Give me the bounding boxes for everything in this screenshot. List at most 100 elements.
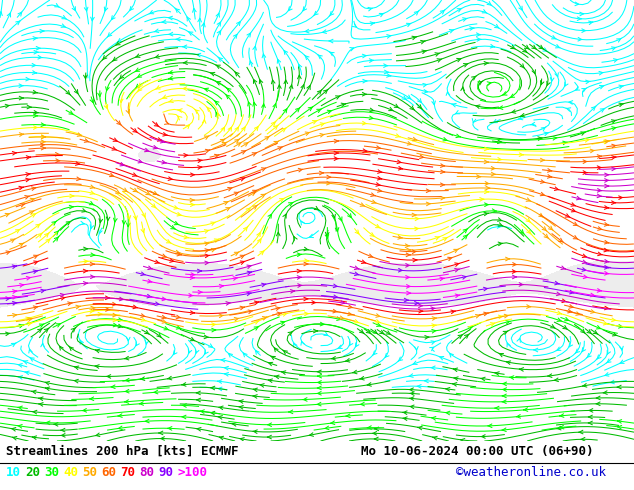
FancyArrowPatch shape (557, 318, 562, 321)
Text: 80: 80 (139, 466, 155, 479)
FancyArrowPatch shape (539, 45, 544, 49)
FancyArrowPatch shape (15, 229, 20, 233)
FancyArrowPatch shape (406, 95, 411, 99)
FancyArrowPatch shape (37, 328, 42, 333)
FancyArrowPatch shape (431, 341, 436, 344)
FancyArrowPatch shape (32, 436, 37, 440)
FancyArrowPatch shape (498, 223, 503, 226)
FancyArrowPatch shape (547, 81, 550, 85)
FancyArrowPatch shape (329, 52, 334, 56)
FancyArrowPatch shape (550, 324, 555, 328)
FancyArrowPatch shape (403, 417, 407, 420)
FancyArrowPatch shape (248, 310, 252, 314)
FancyArrowPatch shape (527, 230, 531, 234)
FancyArrowPatch shape (214, 239, 219, 243)
FancyArrowPatch shape (402, 96, 407, 100)
FancyArrowPatch shape (446, 92, 450, 96)
FancyArrowPatch shape (463, 228, 468, 233)
FancyArrowPatch shape (420, 155, 424, 159)
FancyArrowPatch shape (544, 132, 548, 136)
FancyArrowPatch shape (198, 291, 202, 294)
FancyArrowPatch shape (99, 230, 102, 234)
FancyArrowPatch shape (298, 284, 302, 287)
FancyArrowPatch shape (135, 68, 139, 72)
FancyArrowPatch shape (346, 359, 350, 362)
FancyArrowPatch shape (169, 71, 173, 74)
FancyArrowPatch shape (378, 170, 382, 173)
FancyArrowPatch shape (205, 149, 210, 153)
FancyArrowPatch shape (604, 321, 608, 325)
FancyArrowPatch shape (309, 234, 314, 238)
FancyArrowPatch shape (41, 140, 45, 144)
FancyArrowPatch shape (83, 269, 87, 273)
FancyArrowPatch shape (13, 314, 17, 317)
FancyArrowPatch shape (451, 310, 455, 314)
FancyArrowPatch shape (555, 281, 559, 285)
FancyArrowPatch shape (324, 332, 328, 336)
FancyArrowPatch shape (190, 311, 195, 315)
FancyArrowPatch shape (283, 214, 286, 218)
FancyArrowPatch shape (577, 17, 581, 21)
FancyArrowPatch shape (511, 110, 516, 113)
FancyArrowPatch shape (75, 162, 80, 165)
FancyArrowPatch shape (23, 361, 28, 364)
FancyArrowPatch shape (247, 265, 252, 269)
FancyArrowPatch shape (318, 374, 321, 378)
FancyArrowPatch shape (91, 275, 94, 279)
FancyArrowPatch shape (32, 63, 36, 67)
FancyArrowPatch shape (333, 295, 338, 298)
FancyArrowPatch shape (451, 103, 456, 107)
FancyArrowPatch shape (133, 173, 137, 176)
FancyArrowPatch shape (569, 343, 573, 347)
FancyArrowPatch shape (593, 330, 598, 334)
FancyArrowPatch shape (612, 333, 617, 336)
FancyArrowPatch shape (441, 170, 445, 173)
FancyArrowPatch shape (148, 266, 152, 270)
FancyArrowPatch shape (490, 45, 495, 48)
FancyArrowPatch shape (510, 45, 515, 49)
FancyArrowPatch shape (232, 422, 236, 426)
FancyArrowPatch shape (84, 282, 87, 285)
FancyArrowPatch shape (398, 236, 402, 239)
FancyArrowPatch shape (576, 87, 579, 90)
FancyArrowPatch shape (209, 344, 212, 347)
FancyArrowPatch shape (512, 270, 517, 273)
FancyArrowPatch shape (472, 119, 476, 122)
FancyArrowPatch shape (34, 261, 38, 265)
FancyArrowPatch shape (27, 322, 32, 326)
FancyArrowPatch shape (137, 74, 141, 78)
FancyArrowPatch shape (77, 133, 82, 136)
FancyArrowPatch shape (559, 238, 564, 242)
FancyArrowPatch shape (133, 129, 138, 133)
FancyArrowPatch shape (557, 426, 561, 430)
FancyArrowPatch shape (105, 104, 108, 109)
FancyArrowPatch shape (107, 375, 111, 378)
FancyArrowPatch shape (197, 53, 201, 57)
FancyArrowPatch shape (330, 421, 335, 424)
FancyArrowPatch shape (89, 201, 94, 205)
FancyArrowPatch shape (394, 104, 399, 108)
FancyArrowPatch shape (118, 318, 122, 321)
FancyArrowPatch shape (205, 254, 209, 258)
FancyArrowPatch shape (548, 374, 552, 377)
FancyArrowPatch shape (583, 171, 587, 174)
FancyArrowPatch shape (506, 320, 510, 324)
FancyArrowPatch shape (540, 158, 545, 162)
FancyArrowPatch shape (32, 410, 37, 414)
FancyArrowPatch shape (54, 422, 58, 426)
FancyArrowPatch shape (41, 289, 45, 293)
Text: 30: 30 (44, 466, 60, 479)
FancyArrowPatch shape (69, 346, 74, 351)
FancyArrowPatch shape (424, 90, 427, 93)
FancyArrowPatch shape (26, 156, 30, 159)
FancyArrowPatch shape (84, 260, 88, 263)
FancyArrowPatch shape (413, 258, 417, 262)
FancyArrowPatch shape (541, 180, 545, 183)
FancyArrowPatch shape (541, 81, 544, 85)
FancyArrowPatch shape (510, 94, 515, 98)
FancyArrowPatch shape (597, 194, 602, 197)
FancyArrowPatch shape (216, 113, 219, 117)
FancyArrowPatch shape (284, 50, 288, 54)
FancyArrowPatch shape (493, 120, 498, 122)
FancyArrowPatch shape (417, 385, 421, 388)
